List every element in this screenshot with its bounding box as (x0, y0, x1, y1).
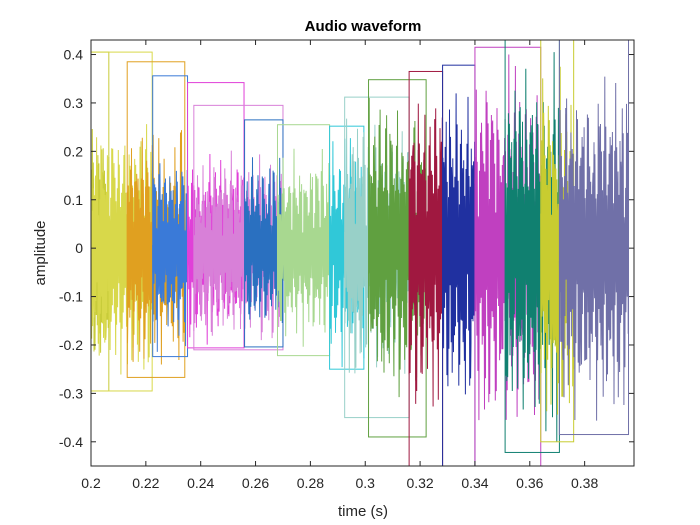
segments-layer (91, 40, 630, 466)
waveform-line-13 (442, 93, 476, 395)
y-tick-label: -0.2 (59, 337, 83, 353)
y-tick-label: 0.2 (64, 143, 84, 159)
x-tick-label: 0.28 (297, 475, 324, 491)
segment-17 (558, 40, 630, 436)
y-tick-label: -0.4 (59, 434, 83, 450)
segment-box-3 (126, 61, 186, 378)
y-tick-label: -0.1 (59, 289, 83, 305)
x-tick-label: 0.24 (187, 475, 214, 491)
waveform-line-7 (244, 157, 284, 324)
y-tick-label: 0.4 (64, 47, 84, 63)
y-tick-label: -0.3 (59, 385, 83, 401)
x-tick-label: 0.3 (356, 475, 376, 491)
x-tick-label: 0.2 (81, 475, 101, 491)
x-tick-label: 0.38 (571, 475, 598, 491)
x-tick-label: 0.32 (406, 475, 433, 491)
waveform-line-17 (558, 76, 629, 421)
waveform-line-12 (408, 103, 444, 407)
y-axis-label: amplitude (32, 220, 49, 285)
x-tick-label: 0.26 (242, 475, 269, 491)
chart-title: Audio waveform (305, 18, 422, 35)
y-tick-label: 0.1 (64, 192, 84, 208)
waveform-line-8 (277, 148, 331, 347)
y-tick-label: 0 (75, 240, 83, 256)
tick-labels: 0.2 0.22 0.24 0.26 0.28 0.3 0.32 0.34 0.36 0.38 0.… (59, 47, 599, 491)
x-tick-label: 0.34 (461, 475, 488, 491)
segment-box-17 (558, 40, 630, 436)
waveform-line-4 (152, 163, 188, 352)
segment-box-5 (187, 82, 245, 349)
y-tick-label: 0.3 (64, 95, 84, 111)
x-tick-label: 0.22 (132, 475, 159, 491)
axes (90, 39, 635, 467)
x-axis-label: time (s) (338, 503, 388, 520)
x-tick-label: 0.36 (516, 475, 543, 491)
